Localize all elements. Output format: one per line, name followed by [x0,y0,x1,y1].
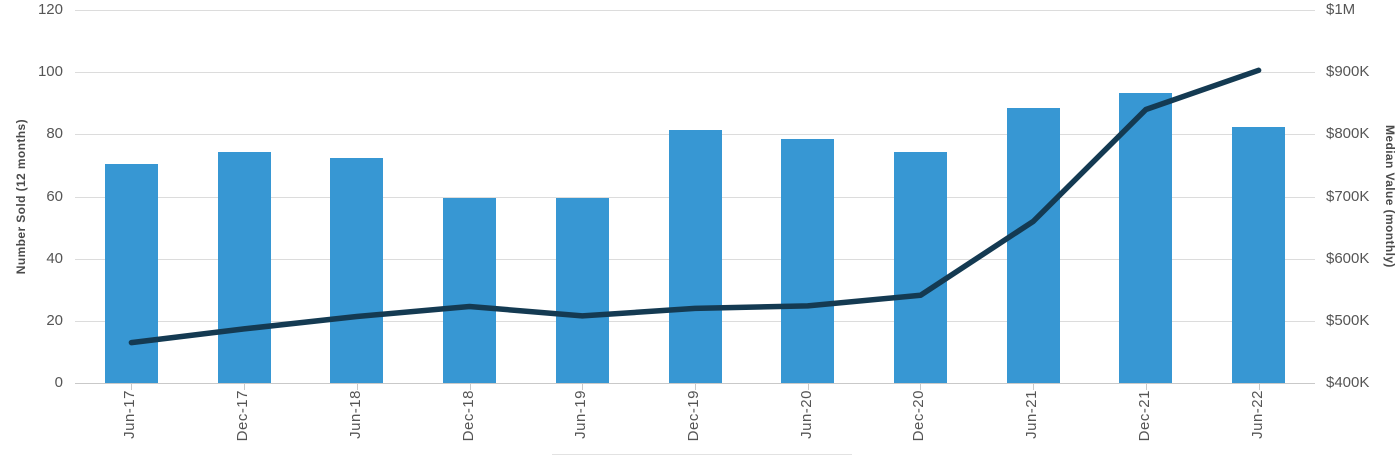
right-axis-title: Median Value (monthly) [1383,125,1397,268]
x-tick-mark [582,384,583,390]
bar-Jun-21[interactable] [1006,108,1060,383]
x-axis-label-Dec-21: Dec-21 [1135,390,1153,442]
x-axis-label-Dec-19: Dec-19 [685,390,702,442]
x-tick-mark [357,384,358,390]
x-tick-mark [920,384,921,390]
x-axis-label-Jun-17: Jun-17 [121,390,139,439]
x-axis-label-Jun-18: Jun-18 [346,390,364,439]
bar-Jun-22[interactable] [1232,126,1286,383]
x-tick-mark [808,384,809,390]
bar-Jun-20[interactable] [781,138,835,383]
right-axis-tick-label: $600K [1326,249,1370,267]
x-axis-label-Dec-20: Dec-20 [910,390,928,442]
left-axis-tick-label: 40 [46,249,63,267]
right-axis-tick-label: $1M [1326,1,1356,18]
x-axis-label-Jun-22: Jun-22 [1248,390,1266,439]
gridline [75,72,1315,73]
x-axis-label-Dec-17: Dec-17 [234,390,252,442]
left-axis-tick-label: 100 [37,63,63,81]
x-tick-mark [1259,384,1260,390]
bar-Jun-18[interactable] [330,158,384,383]
x-tick-mark [1033,384,1034,390]
bar-Dec-18[interactable] [443,197,497,383]
x-tick-mark [695,384,696,390]
left-axis-tick-label: 0 [54,374,63,391]
median-value-line[interactable] [128,67,1262,346]
bar-Jun-19[interactable] [555,198,609,383]
x-tick-mark [244,384,245,390]
left-axis-tick-label: 80 [46,125,63,143]
right-axis-tick-label: $500K [1326,311,1370,329]
x-axis-label-Jun-19: Jun-19 [572,390,590,439]
legend-top-border-cutoff [552,454,852,455]
x-axis-label-Jun-21: Jun-21 [1023,390,1041,439]
median-value-line-layer [128,67,1262,346]
right-axis-title-container: Median Value (monthly) [1383,10,1397,383]
bar-Jun-17[interactable] [104,163,158,383]
plot-area [75,10,1315,384]
left-axis-tick-label: 20 [46,311,63,329]
x-tick-mark [131,384,132,390]
right-axis-tick-label: $900K [1326,63,1370,81]
x-tick-mark [1146,384,1147,390]
x-tick-mark [470,384,471,390]
bar-Dec-19[interactable] [668,129,722,383]
gridline [75,10,1315,11]
right-axis-tick-label: $400K [1326,374,1370,391]
right-axis-tick-label: $800K [1326,125,1370,143]
x-axis-line [75,383,1315,384]
bar-Dec-21[interactable] [1119,92,1173,383]
bar-Dec-17[interactable] [217,152,271,383]
x-axis-label-Jun-20: Jun-20 [797,390,815,439]
right-axis-tick-label: $700K [1326,187,1370,205]
bar-Dec-20[interactable] [893,152,947,383]
x-axis-label-Dec-18: Dec-18 [459,390,477,442]
left-axis-tick-label: 60 [46,187,63,205]
left-axis-tick-label: 120 [37,1,63,18]
